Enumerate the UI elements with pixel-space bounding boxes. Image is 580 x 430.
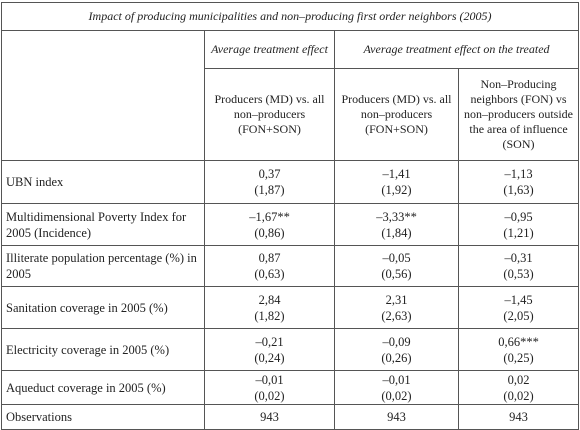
coefficient: –0,01 [255, 372, 284, 387]
standard-error: (0,53) [503, 267, 534, 281]
att-header: Average treatment effect on the treated [333, 30, 580, 69]
table-row: Multidimensional Poverty Index for 2005 … [1, 203, 580, 246]
observations-label: Observations [1, 404, 205, 430]
estimate-cell: –0,95 (1,21) [457, 203, 580, 246]
row-label: Multidimensional Poverty Index for 2005 … [1, 203, 205, 246]
standard-error: (2,05) [503, 308, 534, 323]
coefficient: 2,84 [258, 292, 281, 307]
coefficient: –0,95 [504, 209, 533, 224]
table-row: Electricity coverage in 2005 (%) –0,21 (0… [1, 328, 580, 371]
standard-error: (2,63) [381, 308, 412, 323]
coefficient: 0,37 [258, 167, 281, 181]
estimate-cell: 0,87 (0,63) [204, 245, 335, 287]
coefficient: –0,31 [504, 251, 533, 265]
standard-error: (0,02) [381, 388, 412, 403]
title-row: Impact of producing municipalities and n… [0, 2, 580, 31]
standard-error: (0,56) [381, 267, 412, 281]
table-row: Sanitation coverage in 2005 (%) 2,84 (1,8… [1, 286, 580, 329]
standard-error: (0,24) [254, 350, 285, 365]
table-row: UBN index 0,37 (1,87) –1,41 (1,92) –1,13 (1… [1, 160, 580, 204]
row-label: Electricity coverage in 2005 (%) [1, 328, 205, 371]
column-header-row: Producers (MD) vs. all non–producers (FO… [2, 68, 580, 161]
estimate-cell: 0,37 (1,87) [204, 160, 335, 204]
observations-row: Observations 943 943 943 [1, 404, 580, 430]
standard-error: (0,26) [381, 350, 412, 365]
coefficient: –1,45 [504, 292, 533, 307]
estimate-cell: 0,02 (0,02) [457, 370, 580, 405]
coefficient: –0,09 [382, 334, 411, 349]
estimate-cell: –3,33** (1,84) [334, 203, 459, 246]
estimate-cell: –1,67** (0,86) [204, 203, 335, 246]
group-header-row: Average treatment effect Average treatme… [1, 30, 580, 161]
row-label: Sanitation coverage in 2005 (%) [1, 286, 205, 329]
estimate-cell: 2,31 (2,63) [334, 286, 459, 329]
standard-error: (0,63) [254, 267, 285, 281]
column-header-att-neighbors: Non–Producing neighbors (FON) vs non–pro… [457, 68, 580, 161]
coefficient: –1,41 [382, 167, 411, 181]
observations-value: 943 [457, 404, 580, 430]
row-label: Aqueduct coverage in 2005 (%) [1, 370, 205, 405]
observations-value: 943 [204, 404, 335, 430]
row-label: UBN index [1, 160, 205, 204]
standard-error: (1,92) [381, 183, 412, 197]
coefficient: 0,02 [507, 372, 530, 387]
standard-error: (0,02) [254, 388, 285, 403]
estimate-cell: –0,31 (0,53) [457, 245, 580, 287]
coefficient: –0,01 [382, 372, 411, 387]
table-row: Aqueduct coverage in 2005 (%) –0,01 (0,02… [1, 370, 580, 405]
estimate-cell: –0,05 (0,56) [334, 245, 459, 287]
table-title: Impact of producing municipalities and n… [0, 2, 580, 31]
standard-error: (0,02) [503, 388, 534, 403]
column-header-ate-producers: Producers (MD) vs. all non–producers (FO… [204, 68, 335, 161]
coefficient: –0,05 [382, 251, 411, 265]
standard-error: (1,63) [503, 183, 534, 197]
estimate-cell: –1,45 (2,05) [457, 286, 580, 329]
ate-header: Average treatment effect [204, 30, 335, 69]
coefficient: 0,66*** [498, 334, 539, 349]
estimate-cell: –1,13 (1,63) [457, 160, 580, 204]
corner-cell [1, 30, 205, 161]
observations-value: 943 [334, 404, 459, 430]
estimate-cell: –0,01 (0,02) [204, 370, 335, 405]
standard-error: (1,87) [254, 183, 285, 197]
estimate-cell: 0,66*** (0,25) [457, 328, 580, 371]
coefficient: 2,31 [385, 292, 408, 307]
standard-error: (0,25) [503, 350, 534, 365]
standard-error: (0,86) [254, 225, 285, 240]
coefficient: –0,21 [255, 334, 284, 349]
coefficient: –1,13 [504, 167, 533, 181]
coefficient: –3,33** [376, 209, 417, 224]
estimate-cell: –1,41 (1,92) [334, 160, 459, 204]
table-row: Illiterate population percentage (%) in … [1, 245, 580, 287]
estimate-cell: –0,01 (0,02) [334, 370, 459, 405]
coefficient: –1,67** [249, 209, 290, 224]
coefficient: 0,87 [258, 251, 281, 265]
estimate-cell: 2,84 (1,82) [204, 286, 335, 329]
row-label: Illiterate population percentage (%) in … [1, 245, 205, 287]
standard-error: (1,21) [503, 225, 534, 240]
estimate-cell: –0,09 (0,26) [334, 328, 459, 371]
standard-error: (1,82) [254, 308, 285, 323]
estimate-cell: –0,21 (0,24) [204, 328, 335, 371]
column-header-att-producers: Producers (MD) vs. all non–producers (FO… [334, 68, 459, 161]
standard-error: (1,84) [381, 225, 412, 240]
